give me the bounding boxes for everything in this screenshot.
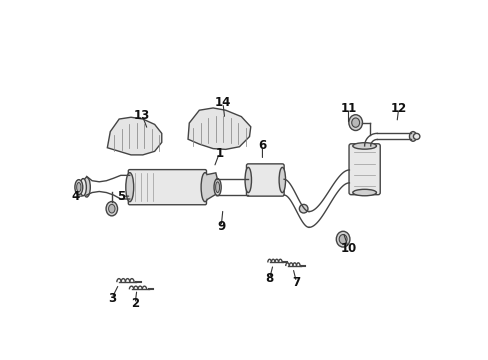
Ellipse shape [75,180,82,195]
Text: 5: 5 [117,190,124,203]
Ellipse shape [80,179,86,196]
Ellipse shape [348,115,362,131]
Ellipse shape [336,231,349,247]
Ellipse shape [77,183,81,192]
Text: 11: 11 [340,102,356,115]
Text: 14: 14 [214,96,231,109]
Ellipse shape [408,132,416,141]
FancyBboxPatch shape [128,170,206,205]
Text: 13: 13 [134,109,150,122]
Ellipse shape [215,182,219,193]
Polygon shape [107,117,162,155]
Ellipse shape [108,204,115,213]
Polygon shape [206,173,217,200]
Ellipse shape [351,118,359,127]
Text: 6: 6 [258,139,266,152]
Text: 8: 8 [265,272,273,285]
Text: 2: 2 [131,297,139,310]
Text: 1: 1 [215,147,223,159]
FancyBboxPatch shape [348,144,380,195]
Ellipse shape [352,189,376,196]
Circle shape [299,204,307,213]
Ellipse shape [279,167,285,193]
Ellipse shape [83,177,90,197]
FancyBboxPatch shape [246,164,284,196]
Text: 4: 4 [72,190,80,203]
Ellipse shape [201,173,208,202]
Ellipse shape [412,134,419,139]
Text: 9: 9 [217,220,225,233]
Text: 12: 12 [390,102,406,115]
Text: 7: 7 [292,276,300,289]
Ellipse shape [339,234,346,244]
Ellipse shape [244,167,251,193]
Ellipse shape [214,179,221,196]
Text: 10: 10 [340,242,356,255]
Polygon shape [187,108,250,149]
Ellipse shape [125,173,133,202]
Ellipse shape [106,202,117,216]
Text: 3: 3 [107,292,116,305]
Ellipse shape [352,143,376,149]
